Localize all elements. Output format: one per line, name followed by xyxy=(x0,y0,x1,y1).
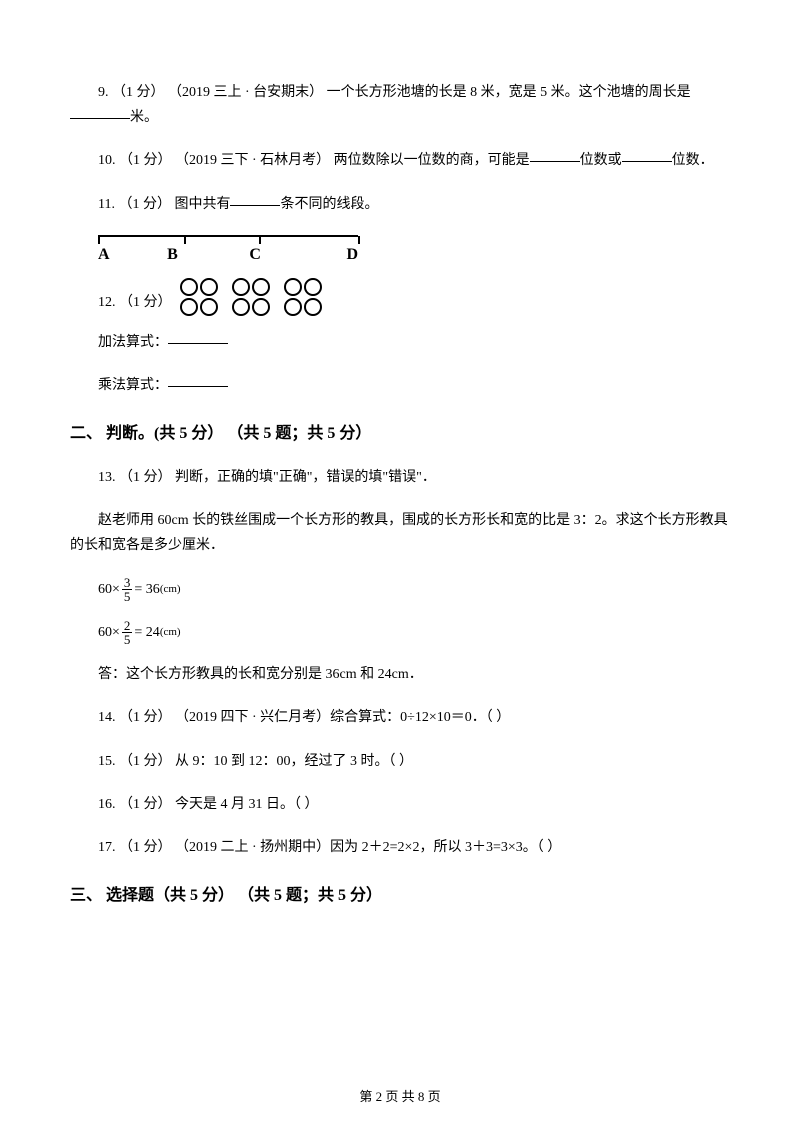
f2-base: 60× xyxy=(98,620,120,645)
f2-eq: = 24 xyxy=(134,620,159,645)
q11-suffix: 条不同的线段。 xyxy=(280,197,378,212)
q10-prefix: 10. （1 分） （2019 三下 · 石林月考） 两位数除以一位数的商，可能… xyxy=(70,148,530,173)
q12-add-blank[interactable] xyxy=(168,330,228,344)
circle-group-2 xyxy=(232,278,270,316)
circle-group-3 xyxy=(284,278,322,316)
f2-unit: (cm) xyxy=(160,623,181,643)
question-9: 9. （1 分） （2019 三上 · 台安期末） 一个长方形池塘的长是 8 米… xyxy=(70,80,730,130)
q9-suffix: 米。 xyxy=(130,110,158,125)
q12-add-label: 加法算式： xyxy=(98,335,168,350)
diagram-labels: A B C D xyxy=(98,241,358,270)
q12-addition: 加法算式： xyxy=(70,330,730,355)
section-2-header: 二、 判断。(共 5 分） （共 5 题；共 5 分） xyxy=(70,420,730,449)
question-15: 15. （1 分） 从 9：10 到 12：00，经过了 3 时。（ ） xyxy=(70,749,730,774)
point-d: D xyxy=(346,241,358,270)
q10-suffix: 位数． xyxy=(672,153,714,168)
question-11: 11. （1 分） 图中共有 条不同的线段。 xyxy=(70,192,730,217)
diagram-line xyxy=(98,235,358,237)
q12-label: 12. （1 分） xyxy=(70,290,172,315)
line-segment-diagram: A B C D xyxy=(98,235,358,270)
question-14: 14. （1 分） （2019 四下 · 兴仁月考）综合算式：0÷12×10＝0… xyxy=(70,705,730,730)
point-c: C xyxy=(249,241,261,270)
point-a: A xyxy=(98,241,110,270)
question-17: 17. （1 分） （2019 二上 · 扬州期中）因为 2＋2=2×2，所以 … xyxy=(70,835,730,860)
q9-prefix: 9. （1 分） （2019 三上 · 台安期末） 一个长方形池塘的长是 8 米… xyxy=(70,80,691,105)
q10-blank-2[interactable] xyxy=(622,148,672,162)
circle-group-1 xyxy=(180,278,218,316)
f1-unit: (cm) xyxy=(160,580,181,600)
q12-mul-label: 乘法算式： xyxy=(98,378,168,393)
f2-fraction: 2 5 xyxy=(122,619,133,646)
q13-answer: 答：这个长方形教具的长和宽分别是 36cm 和 24cm． xyxy=(70,662,730,687)
q12-mul-blank[interactable] xyxy=(168,373,228,387)
q13-formula-1: 60× 3 5 = 36 (cm) xyxy=(98,576,730,603)
point-b: B xyxy=(167,241,178,270)
question-10: 10. （1 分） （2019 三下 · 石林月考） 两位数除以一位数的商，可能… xyxy=(70,148,730,173)
q12-multiplication: 乘法算式： xyxy=(70,373,730,398)
section-3-header: 三、 选择题（共 5 分） （共 5 题；共 5 分） xyxy=(70,882,730,911)
circle-groups xyxy=(180,278,322,316)
f1-base: 60× xyxy=(98,577,120,602)
question-13-line1: 13. （1 分） 判断，正确的填"正确"，错误的填"错误"． xyxy=(70,465,730,490)
q9-blank[interactable] xyxy=(70,105,130,119)
q10-mid: 位数或 xyxy=(580,153,622,168)
q11-prefix: 11. （1 分） 图中共有 xyxy=(98,197,230,212)
q11-blank[interactable] xyxy=(230,192,280,206)
q10-blank-1[interactable] xyxy=(530,148,580,162)
question-16: 16. （1 分） 今天是 4 月 31 日。（ ） xyxy=(70,792,730,817)
question-13-line2: 赵老师用 60cm 长的铁丝围成一个长方形的教具，围成的长方形长和宽的比是 3：… xyxy=(70,508,730,558)
question-12: 12. （1 分） xyxy=(70,278,730,316)
f1-eq: = 36 xyxy=(134,577,159,602)
page-footer: 第 2 页 共 8 页 xyxy=(0,1085,800,1108)
q13-formula-2: 60× 2 5 = 24 (cm) xyxy=(98,619,730,646)
f1-fraction: 3 5 xyxy=(122,576,133,603)
